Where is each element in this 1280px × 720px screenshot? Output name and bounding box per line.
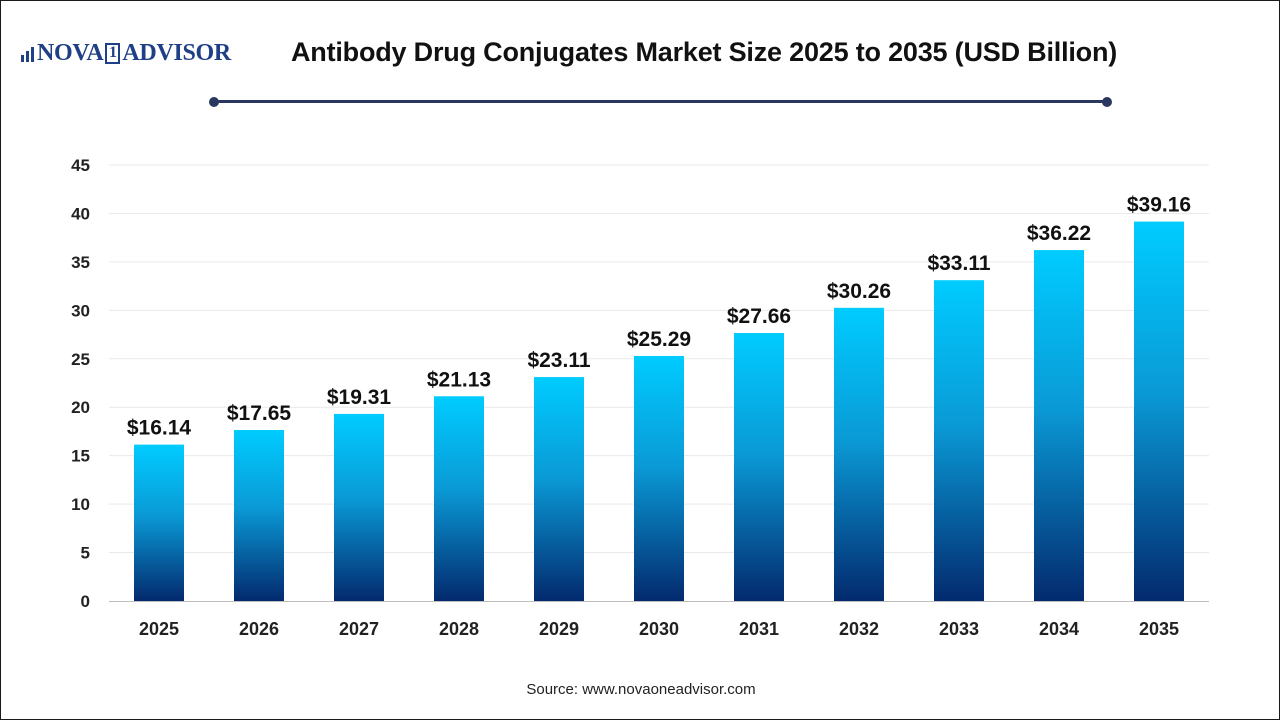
data-label-2030: $25.29 bbox=[627, 328, 691, 351]
bar-2034 bbox=[1034, 250, 1084, 601]
bar-2027 bbox=[334, 413, 384, 601]
divider-left-dot bbox=[209, 97, 219, 107]
y-tick-label: 15 bbox=[71, 447, 90, 466]
y-tick-label: 5 bbox=[81, 544, 90, 563]
y-tick-label: 25 bbox=[71, 350, 90, 369]
data-label-2033: $33.11 bbox=[927, 252, 990, 275]
x-tick-label-2027: 2027 bbox=[339, 619, 379, 639]
x-tick-label-2032: 2032 bbox=[839, 619, 879, 639]
bar-2026 bbox=[234, 429, 284, 601]
data-label-2031: $27.66 bbox=[727, 305, 791, 328]
bar-2029 bbox=[534, 377, 584, 601]
bar-2028 bbox=[434, 396, 484, 601]
y-tick-label: 20 bbox=[71, 398, 90, 417]
data-label-2032: $30.26 bbox=[827, 280, 891, 303]
y-tick-label: 0 bbox=[81, 592, 90, 611]
logo-name-left: NOVA bbox=[37, 39, 104, 66]
data-label-2026: $17.65 bbox=[227, 402, 292, 425]
y-axis: 0 5 10 15 20 25 30 35 40 45 bbox=[71, 156, 90, 611]
x-tick-label-2028: 2028 bbox=[439, 619, 479, 639]
bar-2035 bbox=[1134, 221, 1184, 601]
y-tick-label: 10 bbox=[71, 495, 90, 514]
x-axis: 2025 2026 2027 2028 2029 2030 2031 2032 2033 2034… bbox=[109, 601, 1209, 639]
y-tick-label: 40 bbox=[71, 204, 90, 223]
data-label-2034: $36.22 bbox=[1027, 222, 1091, 245]
logo-name-right: ADVISOR bbox=[122, 39, 231, 66]
x-tick-label-2026: 2026 bbox=[239, 619, 279, 639]
x-tick-label-2029: 2029 bbox=[539, 619, 579, 639]
data-label-2029: $23.11 bbox=[527, 349, 590, 372]
x-tick-label-2031: 2031 bbox=[739, 619, 779, 639]
y-tick-label: 45 bbox=[71, 156, 90, 175]
x-tick-label-2034: 2034 bbox=[1039, 619, 1079, 639]
bars bbox=[134, 221, 1184, 601]
x-tick-label-2033: 2033 bbox=[939, 619, 979, 639]
x-tick-label-2030: 2030 bbox=[639, 619, 679, 639]
data-label-2025: $16.14 bbox=[127, 417, 192, 440]
bar-2025 bbox=[134, 444, 184, 601]
x-tick-label-2035: 2035 bbox=[1139, 619, 1179, 639]
x-tick-label-2025: 2025 bbox=[139, 619, 179, 639]
chart-title: Antibody Drug Conjugates Market Size 202… bbox=[291, 37, 1118, 67]
data-label-2035: $39.16 bbox=[1127, 194, 1191, 217]
brand-logo: NOVA 1 ADVISOR bbox=[21, 37, 231, 69]
data-label-2027: $19.31 bbox=[327, 386, 392, 409]
y-tick-label: 30 bbox=[71, 301, 90, 320]
bar-2031 bbox=[734, 333, 784, 601]
title-divider bbox=[214, 100, 1107, 103]
data-labels: $16.14 $17.65 $19.31 $21.13 $23.11 $25.29 $27.… bbox=[127, 194, 1191, 440]
source-note: Source: www.novaoneadvisor.com bbox=[526, 681, 756, 698]
divider-right-dot bbox=[1102, 97, 1112, 107]
bar-2033 bbox=[934, 280, 984, 601]
logo-bars-icon bbox=[21, 44, 34, 62]
bar-2032 bbox=[834, 307, 884, 601]
bar-2030 bbox=[634, 355, 684, 601]
logo-number-box: 1 bbox=[105, 42, 121, 64]
logo-text: NOVA 1 ADVISOR bbox=[37, 40, 231, 67]
data-label-2028: $21.13 bbox=[427, 368, 491, 391]
y-tick-label: 35 bbox=[71, 253, 90, 272]
